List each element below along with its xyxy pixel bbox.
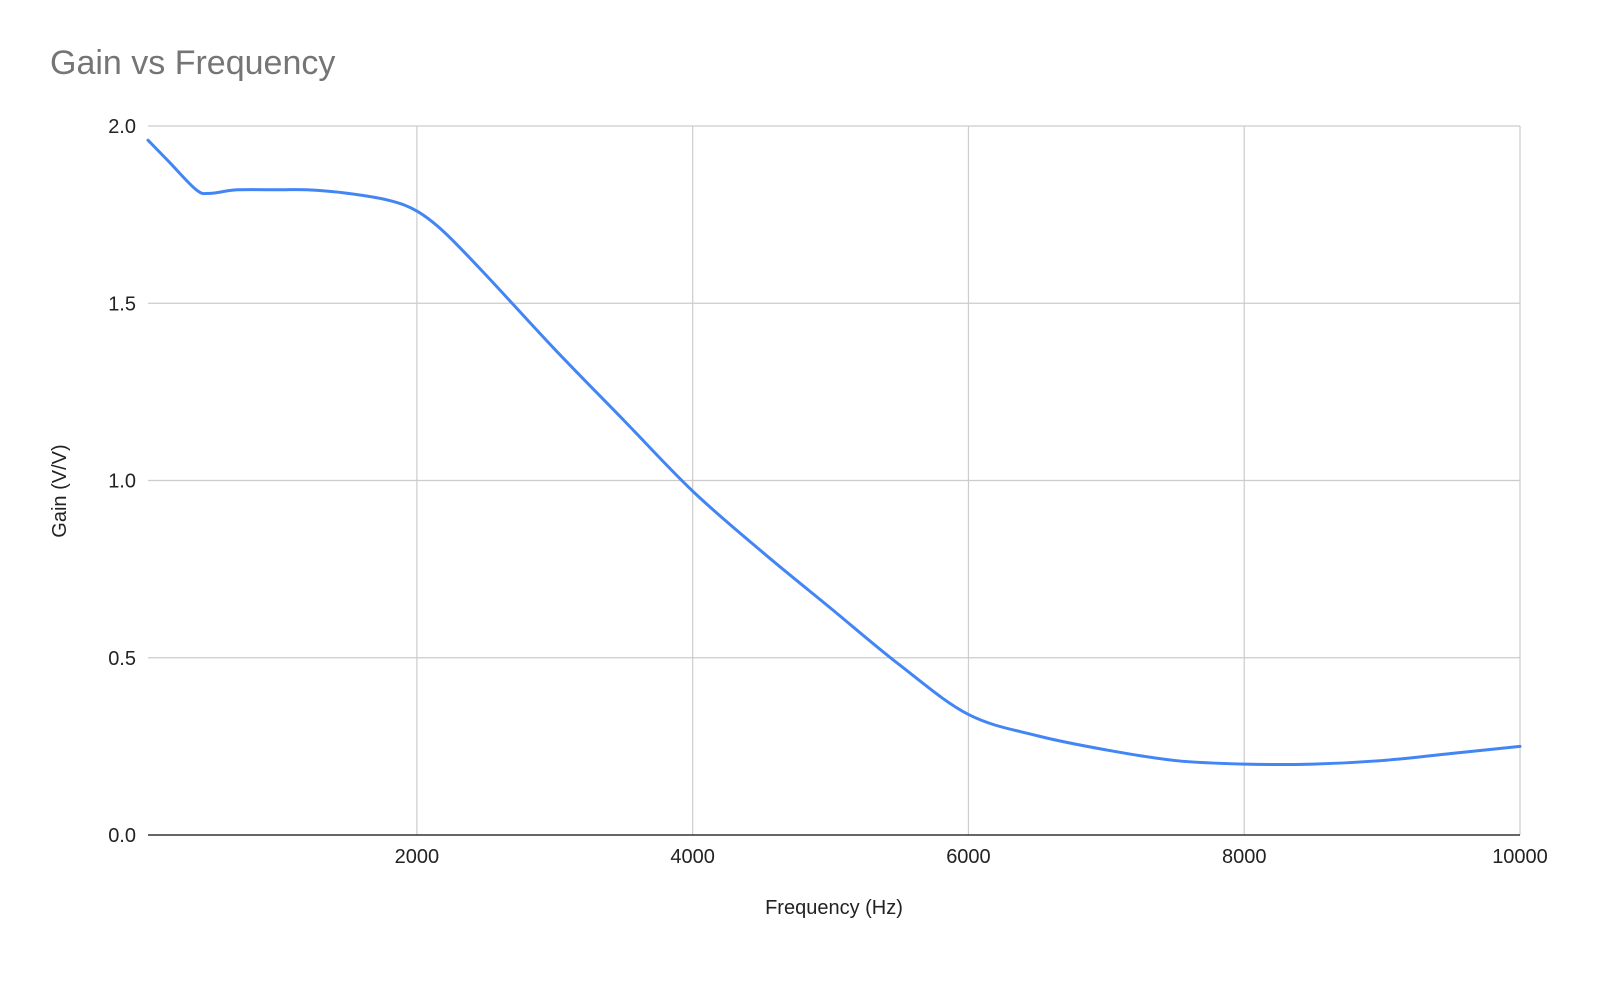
series-layer: [146, 138, 1522, 767]
x-tick-label: 6000: [946, 846, 991, 868]
x-tick-label: 2000: [395, 846, 440, 868]
y-tick-label: 2.0: [108, 116, 136, 138]
grid-layer: [148, 125, 1521, 835]
y-tick-label: 0.5: [108, 648, 136, 670]
y-tick-label: 0.0: [108, 825, 136, 847]
x-tick-label: 4000: [670, 846, 715, 868]
y-tick-label: 1.5: [108, 293, 136, 315]
axis-layer: 0.0 0.5 1.0 1.5 2.0 2000 4000 6000 8000 10000: [108, 116, 1548, 868]
y-tick-label: 1.0: [108, 471, 136, 493]
y-axis-label: Gain (V/V): [49, 444, 71, 537]
chart-title: Gain vs Frequency: [50, 44, 336, 82]
x-axis-label: Frequency (Hz): [765, 897, 903, 919]
x-tick-label: 10000: [1492, 846, 1548, 868]
series-line: [146, 138, 1522, 767]
x-tick-label: 8000: [1222, 846, 1267, 868]
label-layer: Frequency (Hz) Gain (V/V): [49, 444, 903, 919]
